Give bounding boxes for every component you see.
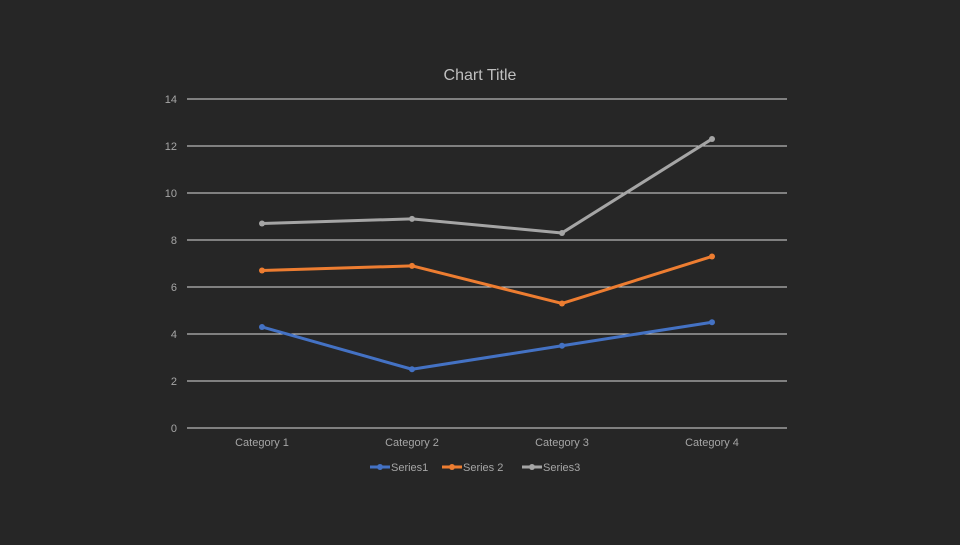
data-point <box>559 300 565 307</box>
x-tick-label: Category 2 <box>385 437 439 449</box>
chart-title: Chart Title <box>444 67 517 84</box>
data-point <box>259 323 265 330</box>
data-point <box>559 342 565 349</box>
data-point <box>709 253 715 260</box>
y-axis-tick-labels: 0 2 4 6 8 10 12 14 <box>165 94 177 435</box>
data-point <box>709 135 715 142</box>
data-point <box>409 215 415 222</box>
legend-label: Series 2 <box>463 462 503 474</box>
legend-item: Series3 <box>522 462 580 474</box>
x-tick-label: Category 3 <box>535 437 589 449</box>
y-tick-label: 0 <box>171 423 177 435</box>
y-tick-label: 12 <box>165 141 177 153</box>
y-tick-label: 14 <box>165 94 177 106</box>
data-point <box>259 220 265 227</box>
series-line <box>261 320 713 371</box>
legend-label: Series1 <box>391 462 428 474</box>
x-axis-tick-labels: Category 1 Category 2 Category 3 Category 4 <box>235 437 739 449</box>
y-tick-label: 4 <box>171 329 177 341</box>
legend-swatch-marker <box>377 464 383 470</box>
x-tick-label: Category 1 <box>235 437 289 449</box>
data-point <box>259 267 265 274</box>
legend-item: Series1 <box>370 462 428 474</box>
y-tick-label: 8 <box>171 235 177 247</box>
legend-label: Series3 <box>543 462 580 474</box>
y-tick-label: 10 <box>165 188 177 200</box>
x-tick-label: Category 4 <box>685 437 739 449</box>
data-point <box>409 366 415 373</box>
legend: Series1 Series 2 Series3 <box>370 462 580 474</box>
y-tick-label: 6 <box>171 282 177 294</box>
series-line <box>261 137 713 235</box>
data-point <box>409 262 415 269</box>
data-point <box>709 319 715 326</box>
series-lines <box>259 135 715 373</box>
legend-swatch-marker <box>449 464 455 470</box>
series-group <box>259 135 715 236</box>
series-group <box>259 319 715 373</box>
legend-item: Series 2 <box>442 462 503 474</box>
y-tick-label: 2 <box>171 376 177 388</box>
series-group <box>259 253 715 307</box>
series-line <box>261 255 713 305</box>
legend-swatch-marker <box>529 464 535 470</box>
data-point <box>559 229 565 236</box>
